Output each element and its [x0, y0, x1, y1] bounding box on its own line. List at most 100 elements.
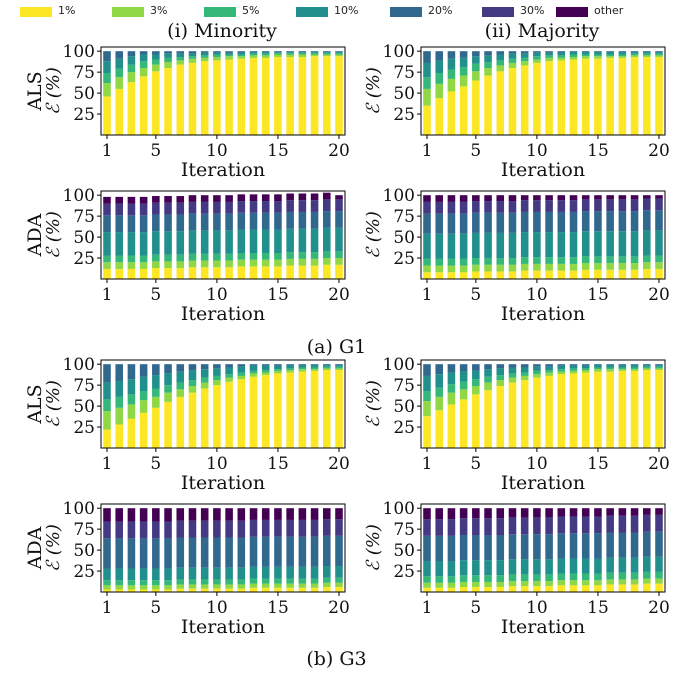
x-tick-label: 1	[422, 141, 433, 161]
bar-segment-10pct	[423, 233, 431, 259]
bar-segment-other	[496, 195, 505, 202]
bar-segment-3pct	[323, 582, 331, 587]
bar-segment-5pct	[286, 52, 294, 55]
bar-segment-3pct	[298, 54, 307, 58]
bar-segment-20pct	[261, 364, 270, 366]
bar-segment-1pct	[508, 382, 517, 448]
bar-segment-1pct	[200, 588, 209, 592]
bar-segment-20pct	[643, 51, 651, 53]
bar-segment-10pct	[200, 230, 209, 254]
bar-segment-20pct	[459, 364, 468, 372]
x-axis-label: Iteration	[181, 472, 265, 494]
bar-segment-1pct	[261, 375, 270, 448]
bar-segment-20pct	[630, 364, 639, 366]
bar-segment-3pct	[545, 581, 553, 587]
bar-segment-other	[200, 195, 209, 202]
bar-segment-30pct	[459, 201, 468, 214]
x-tick-label: 1	[422, 598, 433, 618]
bar-segment-other	[618, 508, 627, 516]
bar-segment-20pct	[435, 364, 443, 375]
bar-segment-3pct	[127, 72, 136, 83]
bar-segment-1pct	[103, 429, 111, 448]
bar-segment-10pct	[103, 232, 111, 256]
bar-segment-3pct	[618, 369, 627, 371]
bar-segment-3pct	[274, 54, 282, 58]
bar-segment-10pct	[472, 232, 480, 259]
bar-segment-5pct	[643, 366, 651, 369]
x-tick-label: 10	[206, 285, 228, 305]
bar-segment-3pct	[520, 61, 529, 66]
panel-frame	[420, 503, 666, 593]
bar-segment-1pct	[435, 587, 443, 592]
bar-segment-20pct	[335, 535, 343, 567]
bar-segment-20pct	[569, 51, 578, 53]
bar-segment-30pct	[545, 517, 553, 535]
x-axis-label: Iteration	[181, 159, 265, 181]
bar-segment-5pct	[533, 574, 541, 582]
x-tick-label: 10	[206, 598, 228, 618]
bar-segment-10pct	[581, 558, 590, 574]
bar-segment-1pct	[249, 57, 258, 135]
legend-label: 20%	[428, 4, 453, 17]
bar-segment-1pct	[435, 272, 443, 279]
bar-segment-other	[298, 508, 307, 520]
bar-segment-5pct	[520, 257, 529, 264]
bar-segment-1pct	[594, 371, 602, 448]
bar-segment-20pct	[139, 364, 148, 377]
bar-segment-1pct	[152, 589, 160, 592]
bar-segment-1pct	[152, 268, 160, 279]
bar-segment-3pct	[152, 396, 160, 408]
bar-segment-1pct	[581, 372, 590, 448]
bar-segment-1pct	[286, 265, 294, 279]
bar-segment-1pct	[213, 385, 221, 448]
bar-segment-3pct	[557, 580, 566, 586]
bar-segment-5pct	[323, 52, 331, 55]
bar-segment-other	[274, 194, 282, 202]
bar-segment-5pct	[569, 257, 578, 264]
bar-segment-20pct	[164, 364, 172, 374]
bar-segment-30pct	[164, 521, 172, 539]
bar-segment-30pct	[225, 520, 233, 538]
legend-swatch	[296, 7, 328, 17]
bar-segment-1pct	[298, 57, 307, 136]
bar-segment-20pct	[274, 364, 282, 366]
bar-segment-5pct	[545, 257, 553, 264]
bar-segment-10pct	[484, 560, 492, 576]
bar-segment-5pct	[447, 576, 456, 583]
bar-segment-20pct	[545, 364, 553, 367]
bar-segment-10pct	[139, 232, 148, 256]
bar-segment-3pct	[115, 77, 123, 89]
x-tick-label: 1	[102, 454, 113, 474]
bar-segment-20pct	[298, 536, 307, 567]
bar-segment-other	[335, 195, 343, 200]
bar-segment-3pct	[508, 581, 517, 587]
bar-segment-3pct	[447, 392, 456, 405]
bar-segment-10pct	[643, 52, 651, 54]
bar-segment-1pct	[115, 424, 123, 448]
bar-segment-1pct	[569, 373, 578, 448]
bar-segment-1pct	[533, 270, 541, 279]
bar-segment-3pct	[188, 260, 197, 268]
bar-segment-30pct	[249, 201, 258, 213]
bar-segment-10pct	[335, 566, 343, 578]
legend-swatch	[112, 7, 144, 17]
bar-segment-10pct	[606, 52, 614, 55]
bar-segment-5pct	[225, 54, 233, 57]
bar-segment-20pct	[508, 51, 517, 54]
bar-segment-other	[545, 508, 553, 518]
bar-segment-5pct	[249, 578, 258, 584]
bar-segment-10pct	[533, 559, 541, 575]
bar-segment-10pct	[520, 559, 529, 575]
x-tick-label: 15	[587, 454, 609, 474]
bar-segment-5pct	[606, 256, 614, 264]
bar-segment-20pct	[447, 51, 456, 59]
bar-segment-20pct	[335, 51, 343, 53]
bar-segment-10pct	[557, 558, 566, 574]
bar-segment-1pct	[176, 268, 185, 279]
bar-segment-10pct	[200, 567, 209, 580]
bar-segment-1pct	[581, 585, 590, 592]
bar-segment-5pct	[323, 366, 331, 369]
bar-segment-30pct	[323, 519, 331, 536]
bar-segment-5pct	[103, 580, 111, 586]
